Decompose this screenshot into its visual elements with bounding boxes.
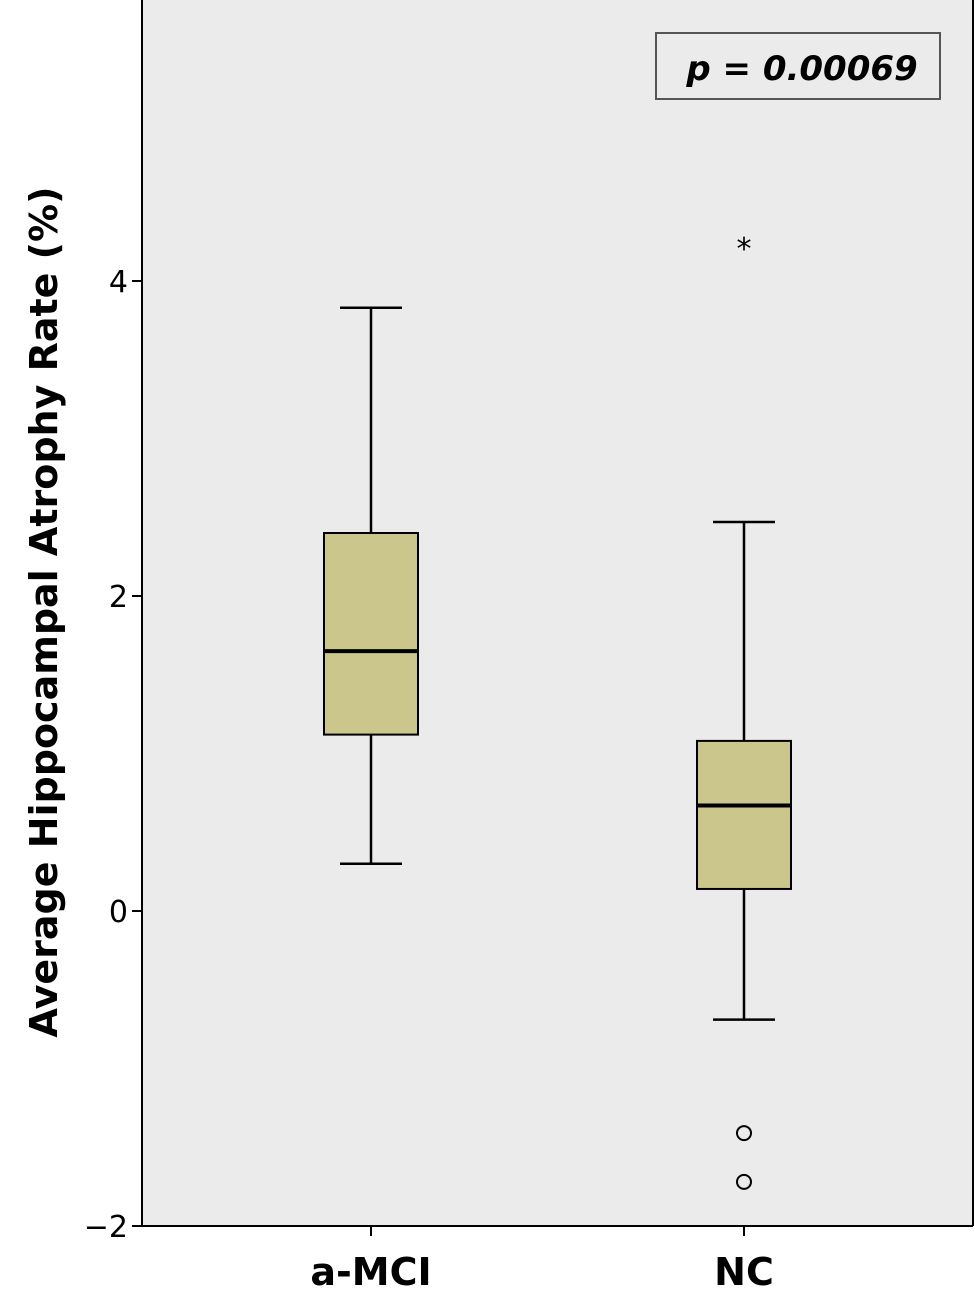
- y-tick-label: 2: [109, 580, 128, 615]
- iqr-box: [323, 532, 419, 736]
- plot-panel: [142, 0, 973, 1226]
- y-axis-title: Average Hippocampal Atrophy Rate (%): [22, 187, 66, 1038]
- iqr-box: [696, 739, 792, 890]
- y-tick-label: −2: [84, 1210, 128, 1245]
- y-tick-label: 4: [109, 265, 128, 300]
- box-group: *: [696, 232, 792, 1190]
- p-value-box: [655, 32, 941, 100]
- x-category-label: NC: [714, 1250, 774, 1294]
- x-category-label: a-MCI: [310, 1250, 431, 1294]
- outlier-point: [736, 1125, 752, 1142]
- box-series: *: [323, 232, 792, 1190]
- extreme-outlier-point: *: [737, 232, 752, 267]
- y-axis-ticks: −2 0 2 4: [84, 265, 142, 1245]
- p-value-text: p = 0.00069: [685, 49, 917, 89]
- box-group: [323, 306, 419, 865]
- x-axis-ticks: a-MCI NC: [310, 1226, 774, 1294]
- y-tick-label: 0: [109, 895, 128, 930]
- outlier-point: [736, 1173, 752, 1190]
- p-value-annotation: p = 0.00069: [655, 32, 941, 100]
